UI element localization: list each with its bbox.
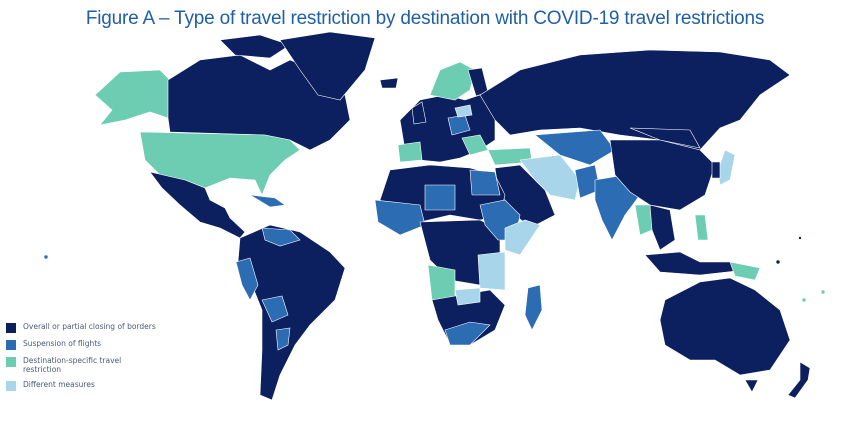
region-indonesia [644,251,746,276]
region-venezuela [261,227,301,247]
region-korea [711,161,721,179]
region-thailand [634,204,653,236]
region-pacific-island [43,254,49,260]
region-tasmania [744,379,759,393]
legend-item: Different measures [6,380,156,391]
region-pacific-island [820,289,826,295]
region-zambia [454,287,481,306]
region-kenya [477,251,506,291]
region-new-zealand [787,361,811,399]
region-west-africa [374,199,426,236]
legend-label: Suspension of flights [23,339,102,348]
legend-label: Overall or partial closing of borders [23,322,156,331]
legend-item: Destination-specific travel restriction [6,356,156,374]
region-egypt [469,169,501,196]
region-pacific-island [798,236,802,240]
region-greenland [279,31,376,101]
region-angola [427,264,456,301]
legend-swatch [6,357,16,367]
region-australia [659,277,791,376]
region-argentina-part [275,327,291,351]
region-philippines [694,214,709,241]
region-canada-islands [219,34,291,59]
map-legend: Overall or partial closing of borders Su… [6,322,156,397]
region-iceland [379,77,399,89]
region-south-africa [444,321,491,346]
region-japan [717,149,736,186]
region-uk [411,101,427,125]
region-eastern-europe [454,104,473,118]
region-madagascar [524,284,543,331]
region-sahel [424,184,456,211]
region-horn [504,219,541,256]
legend-swatch [6,323,16,333]
region-spain [397,141,423,163]
region-peru [235,257,259,301]
legend-label: Different measures [23,380,95,389]
region-pacific-island [775,259,781,265]
region-russia [479,49,791,151]
region-scandinavia [429,61,476,101]
region-se-asia [649,204,676,251]
region-pacific-island [801,297,807,303]
region-png [729,261,761,281]
region-bolivia [261,295,289,323]
legend-item: Suspension of flights [6,339,156,350]
region-china [609,139,716,211]
legend-swatch [6,340,16,350]
region-alaska [94,69,171,126]
region-south-america [237,224,346,401]
region-mongolia [629,127,701,149]
region-mexico [149,171,246,239]
figure-title: Figure A – Type of travel restriction by… [85,8,765,29]
legend-label: Destination-specific travel restriction [23,356,122,374]
region-central-asia [534,129,616,166]
legend-swatch [6,381,16,391]
region-canada [167,54,351,151]
legend-item: Overall or partial closing of borders [6,322,156,333]
region-caribbean [249,194,286,208]
